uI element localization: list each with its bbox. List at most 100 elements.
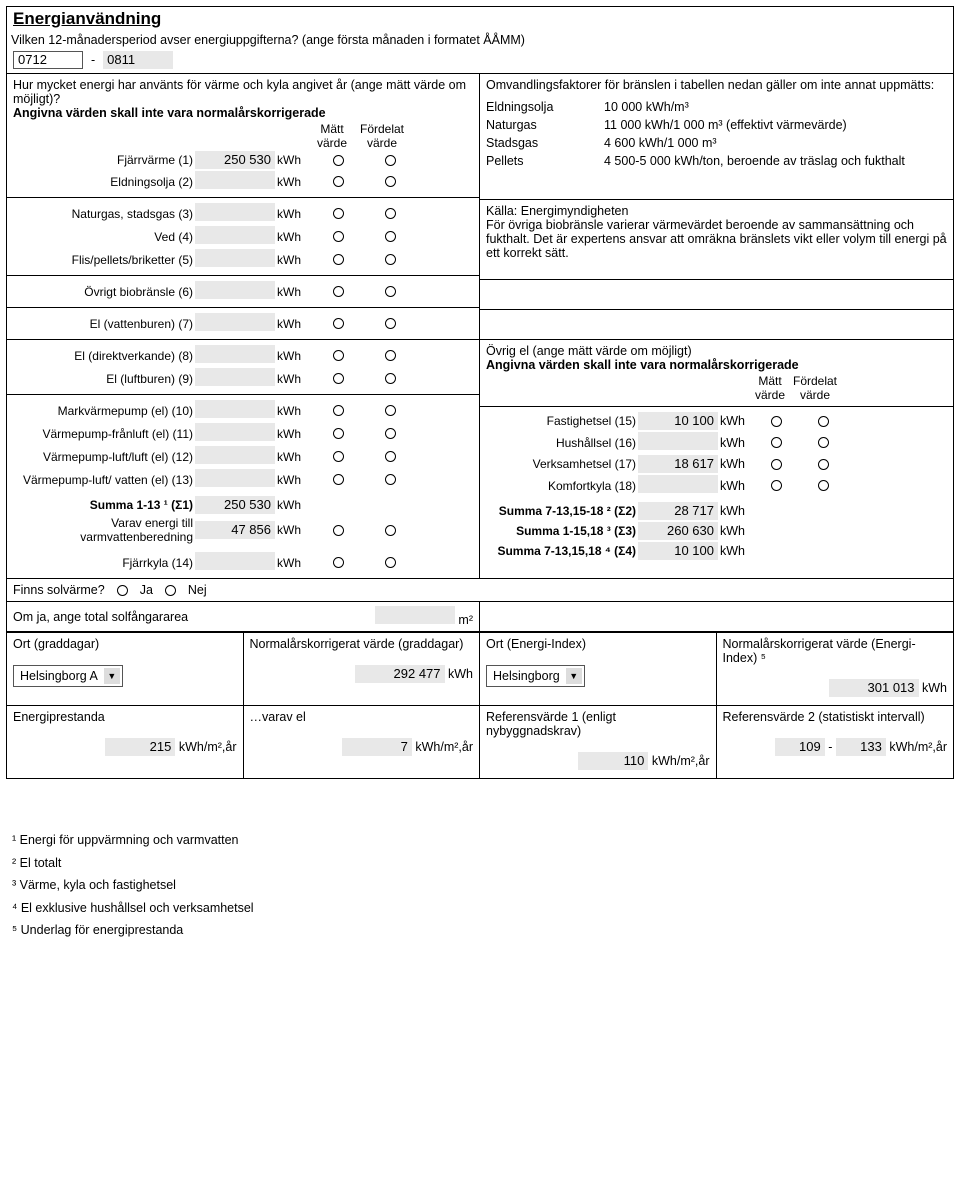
energy-row-label: Naturgas, stadsgas (3)	[13, 207, 193, 221]
varav-fordelat-radio[interactable]	[385, 525, 396, 536]
ovrig-matt-radio[interactable]	[771, 437, 782, 448]
energy-row-label: Värmepump-luft/luft (el) (12)	[13, 450, 193, 464]
ovrig-row-label: Verksamhetsel (17)	[486, 457, 636, 471]
fordelat-radio[interactable]	[385, 318, 396, 329]
ort-select[interactable]: Helsingborg A▼	[13, 665, 123, 687]
bottom1-title: Ort (Energi-Index)	[486, 637, 710, 651]
energy-row-label: Värmepump-frånluft (el) (11)	[13, 427, 193, 441]
energy-row-value	[195, 249, 275, 267]
bottom1-value: 292 477	[355, 665, 445, 683]
matt-radio[interactable]	[333, 254, 344, 265]
energy-row-value	[195, 400, 275, 418]
norm-note: Angivna värden skall inte vara normalårs…	[13, 106, 473, 120]
right-pane: Omvandlingsfaktorer för bränslen i tabel…	[480, 74, 953, 578]
bottom2-value: 7	[342, 738, 412, 756]
energy-row-label: Markvärmepump (el) (10)	[13, 404, 193, 418]
bottom2-title: Energiprestanda	[13, 710, 237, 724]
ovrig-fordelat-radio[interactable]	[818, 480, 829, 491]
hdr-fordelat: Fördelat	[360, 122, 404, 136]
matt-radio[interactable]	[333, 208, 344, 219]
fordelat-radio[interactable]	[385, 231, 396, 242]
ovrig-sum-label: Summa 7-13,15-18 ² (Σ2)	[486, 504, 636, 518]
matt-radio[interactable]	[333, 155, 344, 166]
ovrig-sum-label: Summa 1-15,18 ³ (Σ3)	[486, 524, 636, 538]
energy-row-value	[195, 446, 275, 464]
matt-radio[interactable]	[333, 373, 344, 384]
ovrig-el-note: Angivna värden skall inte vara normalårs…	[486, 358, 947, 372]
matt-radio[interactable]	[333, 350, 344, 361]
left-pane: Hur mycket energi har använts för värme …	[7, 74, 480, 578]
ort-select[interactable]: Helsingborg▼	[486, 665, 585, 687]
fordelat-radio[interactable]	[385, 176, 396, 187]
solar-q2: Om ja, ange total solfångararea	[13, 610, 188, 624]
matt-radio[interactable]	[333, 451, 344, 462]
ovrig-matt-radio[interactable]	[771, 459, 782, 470]
fordelat-radio[interactable]	[385, 254, 396, 265]
fordelat-radio[interactable]	[385, 350, 396, 361]
energy-row-label: Övrigt biobränsle (6)	[13, 285, 193, 299]
fordelat-radio[interactable]	[385, 155, 396, 166]
matt-radio[interactable]	[333, 286, 344, 297]
varav-value: 47 856	[195, 521, 275, 539]
solar-q: Finns solvärme?	[13, 583, 105, 597]
ovrig-fordelat-radio[interactable]	[818, 437, 829, 448]
conv-note: För övriga biobränsle varierar värmevärd…	[486, 218, 947, 260]
bottom2-title: …varav el	[250, 710, 474, 724]
bottom2-value: 110	[578, 752, 648, 770]
varav-label: Varav energi till varmvattenberedning	[13, 516, 193, 544]
energy-row-label: Värmepump-luft/ vatten (el) (13)	[13, 473, 193, 487]
fordelat-radio[interactable]	[385, 286, 396, 297]
ovrig-matt-radio[interactable]	[771, 416, 782, 427]
ovrig-fordelat-radio[interactable]	[818, 459, 829, 470]
bottom2-value: 215	[105, 738, 175, 756]
intro-text: Vilken 12-månadersperiod avser energiupp…	[7, 31, 953, 49]
sum1-label: Summa 1-13 ¹ (Σ1)	[13, 498, 193, 512]
bottom1-title: Normalårskorrigerat värde (Energi-Index)…	[723, 637, 948, 665]
ovrig-row-label: Hushållsel (16)	[486, 436, 636, 450]
bottom2-title: Referensvärde 1 (enligt nybyggnadskrav)	[486, 710, 710, 738]
fjarrkyla-matt-radio[interactable]	[333, 557, 344, 568]
document-frame: Energianvändning Vilken 12-månadersperio…	[6, 6, 954, 779]
solar-m2: m²	[458, 613, 473, 627]
energy-row-label: Fjärrvärme (1)	[13, 153, 193, 167]
conv-fuel: Stadsgas	[486, 136, 596, 150]
fordelat-radio[interactable]	[385, 451, 396, 462]
ref2-low: 109	[775, 738, 825, 756]
conv-source: Källa: Energimyndigheten	[486, 204, 947, 218]
matt-radio[interactable]	[333, 474, 344, 485]
fordelat-radio[interactable]	[385, 428, 396, 439]
fordelat-radio[interactable]	[385, 373, 396, 384]
bottom2-title: Referensvärde 2 (statistiskt intervall)	[723, 710, 948, 724]
matt-radio[interactable]	[333, 231, 344, 242]
ovrig-sum-value: 10 100	[638, 542, 718, 560]
ovrig-fordelat-radio[interactable]	[818, 416, 829, 427]
fordelat-radio[interactable]	[385, 405, 396, 416]
energy-row-value	[195, 203, 275, 221]
conv-fuel: Eldningsolja	[486, 100, 596, 114]
fordelat-radio[interactable]	[385, 474, 396, 485]
bottom-grid-1: Ort (graddagar) Helsingborg A▼ Normalårsko…	[7, 632, 953, 705]
fjarrkyla-fordelat-radio[interactable]	[385, 557, 396, 568]
conv-intro: Omvandlingsfaktorer för bränslen i tabel…	[486, 78, 947, 92]
matt-radio[interactable]	[333, 318, 344, 329]
period-from[interactable]: 0712	[13, 51, 83, 69]
energy-row-label: El (luftburen) (9)	[13, 372, 193, 386]
conv-factor: 11 000 kWh/1 000 m³ (effektivt värmevärd…	[604, 118, 947, 132]
matt-radio[interactable]	[333, 405, 344, 416]
hdr-varde2: värde	[367, 136, 397, 150]
matt-radio[interactable]	[333, 428, 344, 439]
energy-row-value	[195, 281, 275, 299]
varav-matt-radio[interactable]	[333, 525, 344, 536]
fordelat-radio[interactable]	[385, 208, 396, 219]
solar-nej-radio[interactable]	[165, 585, 176, 596]
ovrig-matt-radio[interactable]	[771, 480, 782, 491]
bottom1-title: Ort (graddagar)	[13, 637, 237, 651]
ovrig-sum-value: 28 717	[638, 502, 718, 520]
matt-radio[interactable]	[333, 176, 344, 187]
chevron-down-icon: ▼	[104, 668, 120, 684]
sum1-value: 250 530	[195, 496, 275, 514]
footnotes: ¹ Energi för uppvärmning och varmvatten …	[6, 779, 954, 950]
solar-ja-radio[interactable]	[117, 585, 128, 596]
conv-fuel: Pellets	[486, 154, 596, 168]
chevron-down-icon: ▼	[566, 668, 582, 684]
